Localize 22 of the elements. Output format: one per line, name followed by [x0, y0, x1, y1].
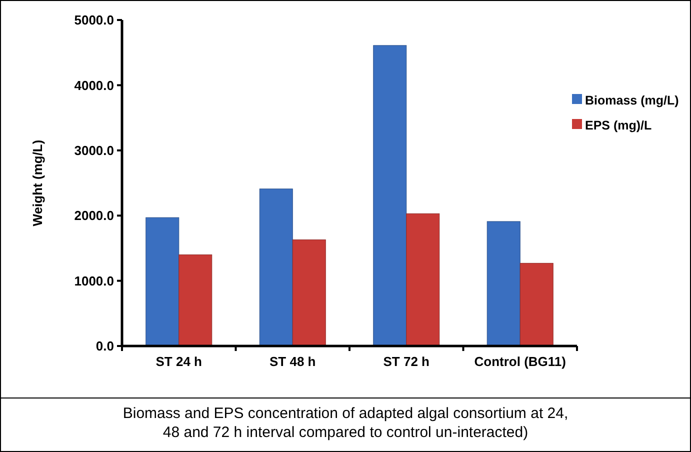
bar [259, 188, 293, 346]
y-tick-label: 1000.0 [74, 273, 114, 288]
x-tick-label: ST 48 h [270, 354, 316, 369]
bar [178, 254, 212, 346]
y-tick-label: 0.0 [96, 338, 114, 354]
y-tick-label: 2000.0 [74, 208, 114, 224]
bar [292, 239, 326, 346]
x-tick-label: ST 72 h [383, 354, 430, 369]
y-tick-label: 3000.0 [74, 142, 114, 158]
bar [373, 45, 407, 346]
bar [486, 221, 520, 346]
y-tick-label: 5000.0 [74, 12, 114, 28]
bar [406, 213, 440, 346]
bar [520, 262, 554, 346]
x-tick-label: ST 24 h [156, 354, 202, 369]
y-axis-title: Weight (mg/L) [30, 140, 45, 226]
bar [146, 217, 180, 346]
text: Biomass and EPS concentration of adapted algal consortium at 24, 48 and 72 h interval compared to control un-interacted) [122, 405, 568, 441]
legend-label: Biomass (mg/L) [585, 93, 679, 108]
x-tick-label: Control (BG11) [474, 354, 566, 369]
y-tick-label: 4000.0 [74, 78, 114, 93]
legend-label: EPS (mg)/L [585, 118, 652, 132]
